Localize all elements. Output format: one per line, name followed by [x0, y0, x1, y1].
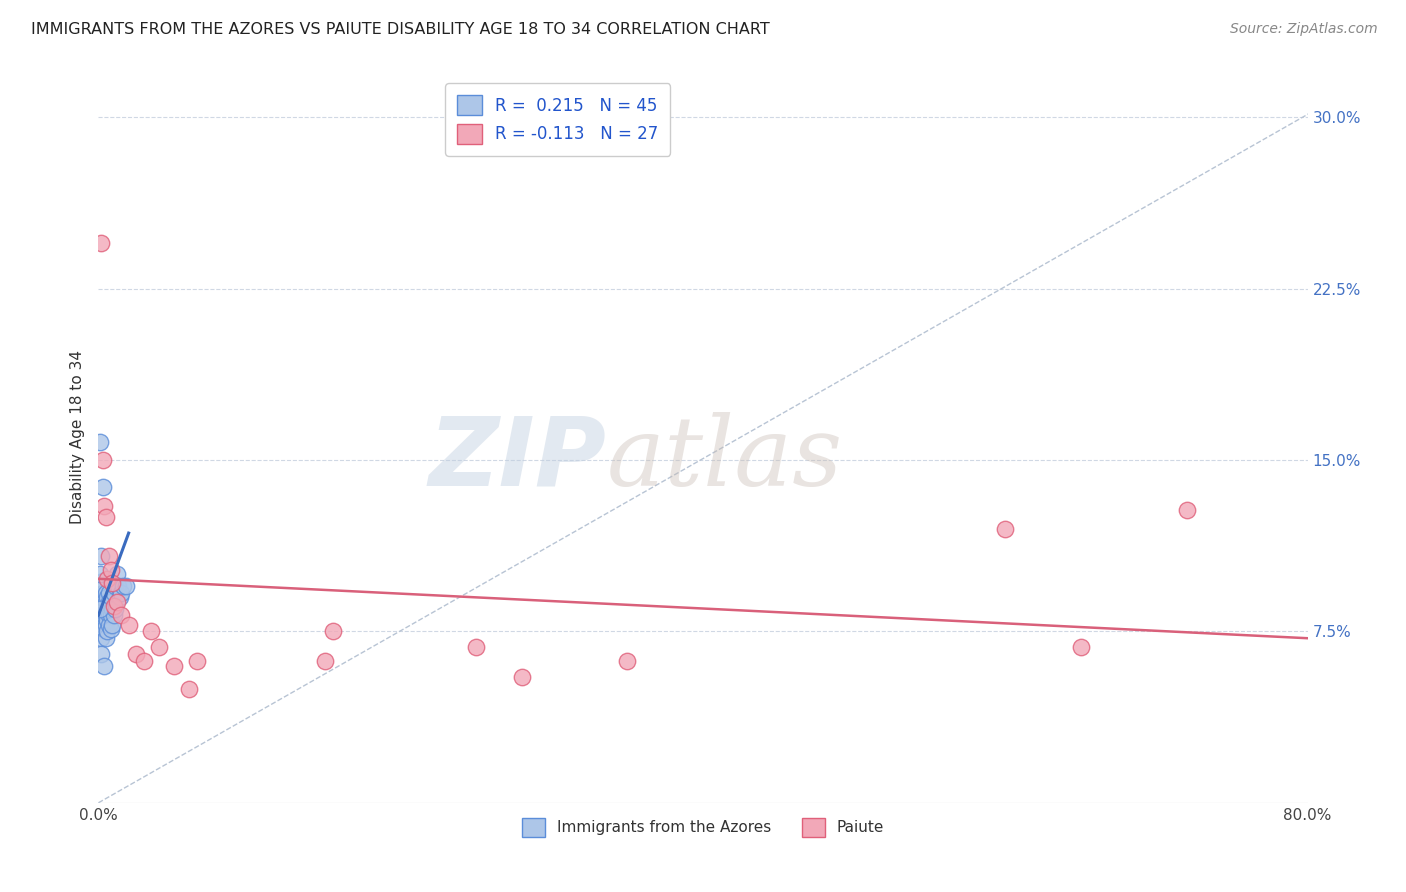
Point [111, 579, 134, 593]
Point [90, 632, 112, 646]
Point [179, 681, 201, 696]
Point [93, 595, 115, 609]
Point [101, 601, 124, 615]
Point [108, 590, 131, 604]
Point [104, 579, 127, 593]
Point [91, 617, 114, 632]
Point [93, 499, 115, 513]
Point [110, 585, 132, 599]
Y-axis label: Disability Age 18 to 34: Disability Age 18 to 34 [69, 350, 84, 524]
Point [94, 617, 117, 632]
Point [100, 563, 122, 577]
Point [132, 654, 155, 668]
Point [93, 608, 115, 623]
Point [322, 624, 344, 639]
Point [100, 608, 122, 623]
Point [100, 595, 122, 609]
Point [94, 632, 117, 646]
Point [103, 608, 125, 623]
Point [96, 601, 118, 615]
Point [105, 595, 128, 609]
Point [93, 622, 115, 636]
Point [103, 599, 125, 614]
Point [91, 601, 114, 615]
Point [89, 434, 111, 449]
Point [101, 617, 124, 632]
Point [125, 647, 148, 661]
Point [96, 572, 118, 586]
Point [105, 567, 128, 582]
Text: Source: ZipAtlas.com: Source: ZipAtlas.com [1230, 22, 1378, 37]
Point [93, 658, 115, 673]
Point [94, 608, 117, 623]
Point [94, 510, 117, 524]
Point [91, 585, 114, 599]
Point [94, 585, 117, 599]
Point [107, 579, 129, 593]
Point [118, 617, 141, 632]
Point [98, 585, 121, 599]
Point [90, 620, 112, 634]
Point [101, 576, 124, 591]
Point [91, 574, 114, 588]
Point [98, 608, 121, 623]
Point [91, 480, 114, 494]
Point [1070, 640, 1092, 655]
Point [141, 624, 163, 639]
Point [98, 549, 121, 563]
Legend: Immigrants from the Azores, Paiute: Immigrants from the Azores, Paiute [516, 812, 890, 843]
Point [93, 579, 115, 593]
Point [1175, 503, 1198, 517]
Point [114, 579, 136, 593]
Point [96, 613, 118, 627]
Point [90, 549, 112, 563]
Text: IMMIGRANTS FROM THE AZORES VS PAIUTE DISABILITY AGE 18 TO 34 CORRELATION CHART: IMMIGRANTS FROM THE AZORES VS PAIUTE DIS… [31, 22, 769, 37]
Point [186, 654, 208, 668]
Text: atlas: atlas [606, 412, 842, 506]
Point [163, 658, 186, 673]
Point [465, 640, 488, 655]
Point [100, 622, 122, 636]
Point [148, 640, 170, 655]
Point [104, 601, 127, 615]
Point [90, 647, 112, 661]
Point [89, 601, 111, 615]
Point [94, 595, 117, 609]
Point [96, 624, 118, 639]
Point [91, 453, 114, 467]
Point [616, 654, 638, 668]
Point [510, 670, 533, 684]
Point [110, 608, 132, 623]
Point [103, 585, 125, 599]
Point [98, 595, 121, 609]
Point [89, 567, 111, 582]
Point [314, 654, 336, 668]
Point [90, 235, 112, 250]
Point [98, 617, 121, 632]
Point [96, 590, 118, 604]
Text: ZIP: ZIP [429, 412, 606, 506]
Point [994, 521, 1017, 535]
